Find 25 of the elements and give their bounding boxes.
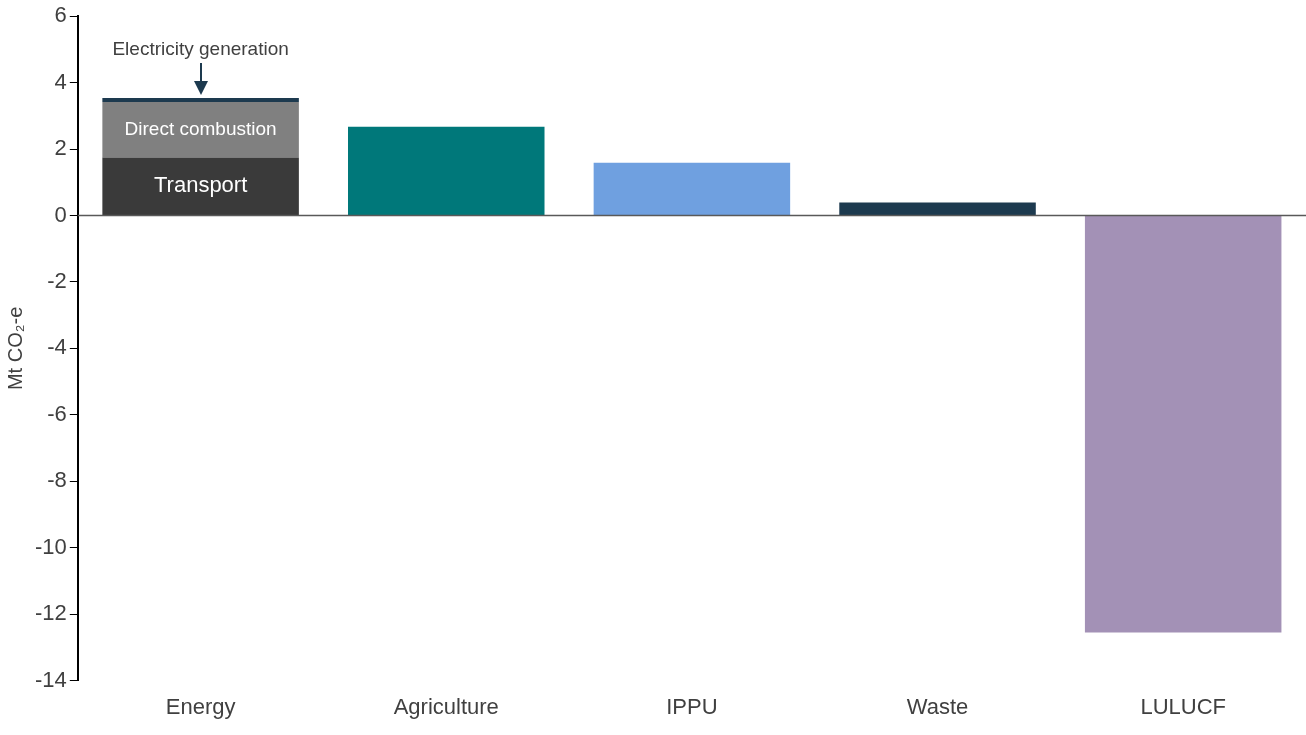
bar: [593, 162, 791, 216]
series-label: Direct combustion: [124, 117, 277, 139]
text: Electricity generation: [112, 37, 289, 59]
y-tick-label: 4: [54, 68, 67, 94]
y-tick-label: -2: [47, 268, 67, 294]
y-tick-label: -10: [35, 533, 67, 559]
bar: [102, 157, 299, 216]
x-tick-label: IPPU: [666, 693, 718, 719]
bar: [1084, 216, 1282, 633]
x-tick-label: LULUCF: [1140, 693, 1226, 719]
y-tick-label: -4: [47, 334, 67, 360]
y-tick-label: -6: [47, 400, 67, 426]
y-tick-label: -12: [35, 600, 67, 626]
x-tick-label: Waste: [906, 693, 969, 719]
x-tick-label: Energy: [165, 693, 236, 719]
y-tick-label: -14: [35, 666, 67, 692]
y-tick-label: 0: [54, 201, 67, 227]
bar: [102, 101, 299, 158]
y-tick-label: -8: [47, 467, 67, 493]
y-tick-label: 2: [54, 135, 67, 161]
x-tick-label: Agriculture: [393, 693, 499, 719]
y-axis-title: Mt CO₂-e: [3, 306, 26, 391]
bar: [348, 126, 545, 216]
y-tick-label: 6: [54, 2, 67, 28]
series-label: Transport: [153, 172, 248, 198]
